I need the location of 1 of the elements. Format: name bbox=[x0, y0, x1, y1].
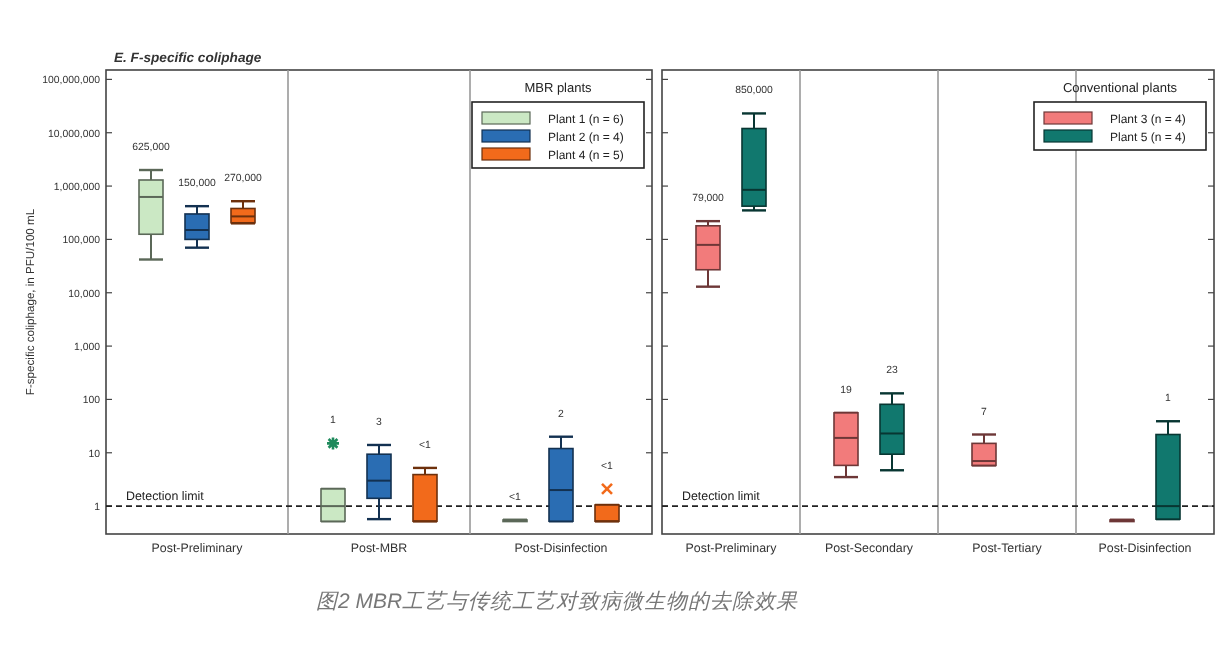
caption: 图2 MBR工艺与传统工艺对致病微生物的去除效果 bbox=[316, 590, 799, 614]
